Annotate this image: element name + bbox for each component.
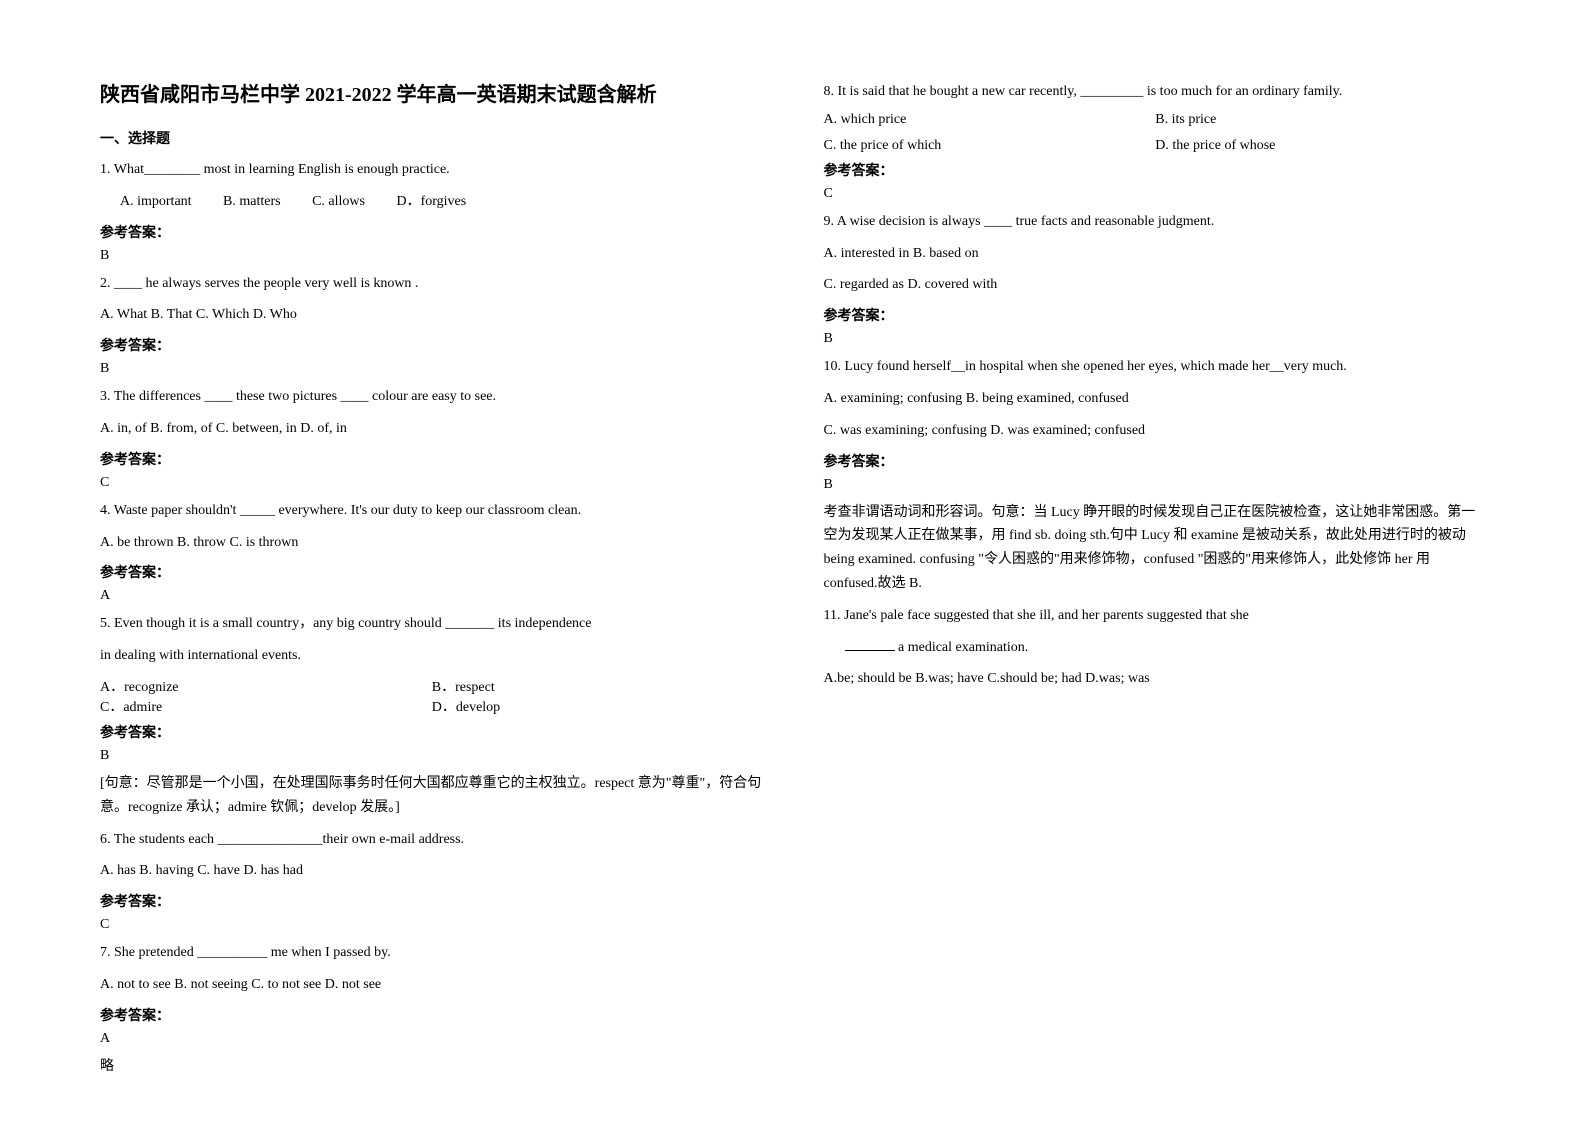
q6-answer: C — [100, 917, 764, 933]
question-4-options: A. be thrown B. throw C. is thrown — [100, 531, 764, 555]
q5-opt-b: B．respect — [432, 676, 764, 696]
question-5-options-row2: C．admire D．develop — [100, 696, 764, 716]
q8-opt-b: B. its price — [1155, 112, 1487, 128]
question-3: 3. The differences ____ these two pictur… — [100, 385, 764, 409]
question-6-options: A. has B. having C. have D. has had — [100, 859, 764, 883]
question-6: 6. The students each _______________thei… — [100, 828, 764, 852]
answer-label: 参考答案： — [100, 562, 764, 582]
q9-answer: B — [824, 331, 1488, 347]
q7-extra: 略 — [100, 1055, 764, 1075]
q5-opt-d: D．develop — [432, 696, 764, 716]
question-5-cont: in dealing with international events. — [100, 644, 764, 668]
q8-opt-c: C. the price of which — [824, 138, 1156, 154]
q1-opt-b: B. matters — [223, 194, 281, 209]
q5-answer: B — [100, 748, 764, 764]
answer-label: 参考答案： — [100, 449, 764, 469]
q1-answer: B — [100, 248, 764, 264]
question-11b: a medical examination. — [824, 636, 1488, 660]
question-11a: 11. Jane's pale face suggested that she … — [824, 604, 1488, 628]
question-5-options-row1: A．recognize B．respect — [100, 676, 764, 696]
q4-answer: A — [100, 588, 764, 604]
question-8-options-row2: C. the price of which D. the price of wh… — [824, 138, 1488, 154]
blank-underline — [845, 637, 895, 651]
q8-answer: C — [824, 186, 1488, 202]
q5-note: [句意：尽管那是一个小国，在处理国际事务时任何大国都应尊重它的主权独立。resp… — [100, 772, 764, 820]
question-9: 9. A wise decision is always ____ true f… — [824, 210, 1488, 234]
question-8: 8. It is said that he bought a new car r… — [824, 80, 1488, 104]
q3-answer: C — [100, 475, 764, 491]
question-3-options: A. in, of B. from, of C. between, in D. … — [100, 417, 764, 441]
question-2-options: A. What B. That C. Which D. Who — [100, 303, 764, 327]
q11-text2: a medical examination. — [895, 640, 1029, 655]
q2-answer: B — [100, 361, 764, 377]
q7-answer: A — [100, 1031, 764, 1047]
question-7-options: A. not to see B. not seeing C. to not se… — [100, 973, 764, 997]
question-9-opts-2: C. regarded as D. covered with — [824, 273, 1488, 297]
q1-opt-c: C. allows — [312, 194, 365, 209]
answer-label: 参考答案： — [100, 891, 764, 911]
q5-opt-a: A．recognize — [100, 676, 432, 696]
question-10-opts-2: C. was examining; confusing D. was exami… — [824, 419, 1488, 443]
question-10-opts-1: A. examining; confusing B. being examine… — [824, 387, 1488, 411]
answer-label: 参考答案： — [100, 722, 764, 742]
answer-label: 参考答案： — [824, 451, 1488, 471]
answer-label: 参考答案： — [824, 305, 1488, 325]
q1-opt-d: D．forgives — [396, 194, 466, 209]
q10-answer: B — [824, 477, 1488, 493]
question-4: 4. Waste paper shouldn't _____ everywher… — [100, 499, 764, 523]
question-8-options-row1: A. which price B. its price — [824, 112, 1488, 128]
answer-label: 参考答案： — [100, 222, 764, 242]
question-2: 2. ____ he always serves the people very… — [100, 272, 764, 296]
q8-opt-a: A. which price — [824, 112, 1156, 128]
question-1-options: A. important B. matters C. allows D．forg… — [100, 190, 764, 214]
question-10: 10. Lucy found herself__in hospital when… — [824, 355, 1488, 379]
question-9-opts-1: A. interested in B. based on — [824, 242, 1488, 266]
q8-opt-d: D. the price of whose — [1155, 138, 1487, 154]
answer-label: 参考答案： — [100, 335, 764, 355]
question-1: 1. What________ most in learning English… — [100, 158, 764, 182]
q5-opt-c: C．admire — [100, 696, 432, 716]
q10-note: 考查非谓语动词和形容词。句意：当 Lucy 睁开眼的时候发现自己正在医院被检查，… — [824, 501, 1488, 596]
section-heading: 一、选择题 — [100, 128, 764, 148]
q1-opt-a: A. important — [120, 194, 192, 209]
question-11-options: A.be; should be B.was; have C.should be;… — [824, 667, 1488, 691]
answer-label: 参考答案： — [100, 1005, 764, 1025]
question-7: 7. She pretended __________ me when I pa… — [100, 941, 764, 965]
question-5: 5. Even though it is a small country，any… — [100, 612, 764, 636]
document-title: 陕西省咸阳市马栏中学 2021-2022 学年高一英语期末试题含解析 — [100, 80, 764, 110]
answer-label: 参考答案： — [824, 160, 1488, 180]
